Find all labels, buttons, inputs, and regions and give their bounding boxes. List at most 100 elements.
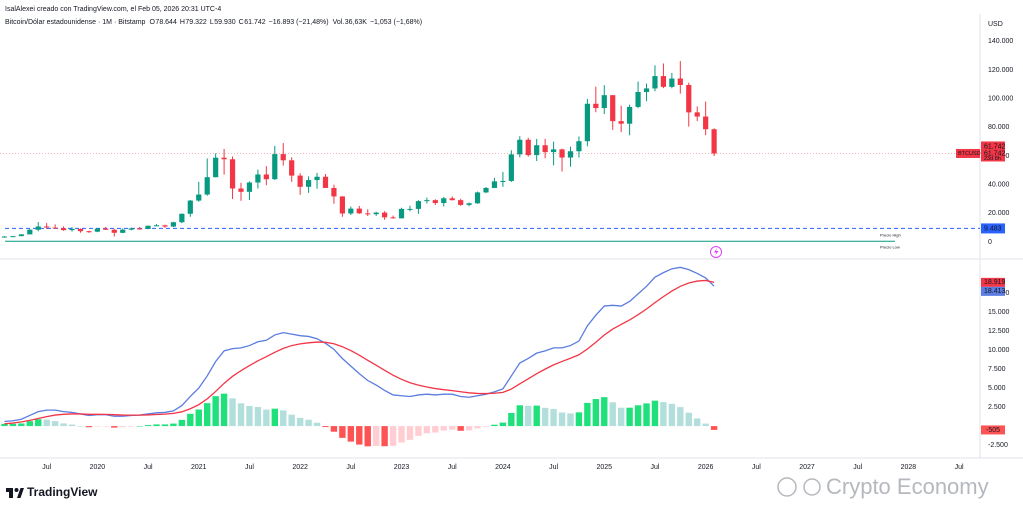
candle-body — [52, 227, 58, 229]
histogram-bar — [415, 426, 422, 436]
candle-body — [415, 201, 422, 209]
candle-body — [660, 76, 667, 87]
histogram-bar — [9, 423, 17, 427]
candle-body — [424, 200, 430, 202]
candle-body — [179, 213, 185, 223]
histogram-bar — [339, 426, 346, 438]
histogram-bar — [254, 407, 262, 427]
candle-body — [491, 181, 498, 188]
candle-body — [331, 187, 337, 197]
candle-body — [348, 208, 354, 214]
histogram-bar — [381, 426, 388, 447]
alert-bolt[interactable] — [714, 248, 719, 256]
histogram-bar — [347, 426, 355, 442]
histogram-bar — [474, 426, 481, 429]
x-tick-label: 2024 — [495, 464, 511, 471]
candle-body — [213, 157, 219, 178]
histogram-bar — [516, 405, 523, 427]
histogram-bar — [18, 423, 25, 427]
histogram-bar — [550, 409, 557, 427]
x-tick-label: Jul — [955, 464, 964, 471]
histogram-bar — [533, 405, 540, 427]
candle-body — [458, 200, 464, 205]
y-tick-label: 100.000 — [988, 95, 1013, 102]
candle-body — [94, 228, 100, 232]
x-tick-label: 2021 — [191, 464, 207, 471]
histogram-bar — [170, 423, 177, 427]
histogram-bar — [51, 421, 59, 427]
candle-body — [356, 208, 362, 214]
macd-line — [4, 266, 715, 423]
histogram-bar — [237, 403, 245, 427]
x-tick-label: Jul — [549, 464, 558, 471]
histogram-bar — [398, 426, 405, 443]
legend-item: C — [239, 19, 244, 26]
histogram-bar — [305, 419, 312, 427]
brand-logo — [6, 488, 24, 498]
indicator-tick-label: 10.000 — [988, 347, 1010, 354]
histogram-bar — [119, 426, 126, 428]
x-tick-label: Jul — [853, 464, 862, 471]
histogram-bar — [491, 424, 498, 427]
candle-body — [170, 222, 177, 227]
candle-body — [111, 229, 117, 233]
candle-body — [576, 141, 582, 152]
histogram-bar — [94, 426, 101, 427]
candle-body — [584, 103, 590, 142]
candle-body — [711, 129, 717, 154]
signal-line — [4, 279, 715, 425]
candle-body — [280, 154, 286, 161]
x-tick-label: 2028 — [901, 464, 917, 471]
candle-body — [204, 177, 210, 195]
candle-body — [86, 231, 92, 233]
candle-body — [272, 154, 278, 180]
signal-last-label: 18.919 — [984, 279, 1006, 286]
alert-icon[interactable] — [710, 246, 722, 258]
histogram-bar — [465, 426, 473, 431]
candle-body — [187, 200, 193, 214]
histogram-bar — [364, 426, 371, 447]
macd-last-box — [981, 286, 1005, 296]
histogram-bar — [144, 425, 152, 427]
candle-body — [474, 192, 481, 204]
y-tick-label: 40.000 — [988, 181, 1010, 188]
candle-body — [694, 112, 700, 117]
histogram-bar — [111, 426, 118, 428]
histogram-bar — [195, 409, 202, 427]
candle-body — [390, 217, 396, 219]
indicator-tick-label: -2.500 — [988, 442, 1008, 449]
logo-slash — [17, 488, 24, 498]
watermark-at — [803, 478, 821, 496]
histogram-bar — [280, 410, 287, 427]
legend-item: H — [180, 19, 185, 26]
histogram-bar — [246, 406, 253, 427]
x-tick-label: 2025 — [596, 464, 612, 471]
candle-body — [559, 149, 565, 158]
candle-body — [297, 175, 303, 187]
histogram-bar — [710, 426, 718, 430]
histogram-bar — [77, 426, 84, 427]
candle-body — [550, 149, 557, 153]
histogram-bar — [508, 412, 515, 427]
x-tick-label: Jul — [448, 464, 457, 471]
legend-item: 79.322 — [185, 19, 207, 26]
histogram-bar — [229, 398, 236, 427]
candle-body — [677, 78, 683, 85]
watermark-logo — [777, 477, 821, 497]
legend-item: 78.644 — [155, 19, 177, 26]
candle-body — [246, 182, 253, 192]
candle-body — [593, 103, 599, 109]
y-tick-label: 140.000 — [988, 38, 1013, 45]
candle-body — [44, 226, 50, 228]
candle-body — [103, 228, 109, 230]
histogram-bar — [601, 397, 608, 427]
candle-body — [542, 145, 548, 153]
candle-body — [627, 106, 633, 124]
last-price-box — [981, 141, 1005, 162]
histogram-bar — [35, 419, 42, 427]
histogram-bar — [626, 407, 633, 427]
histogram-bar — [263, 409, 270, 427]
candle-body — [153, 225, 160, 227]
